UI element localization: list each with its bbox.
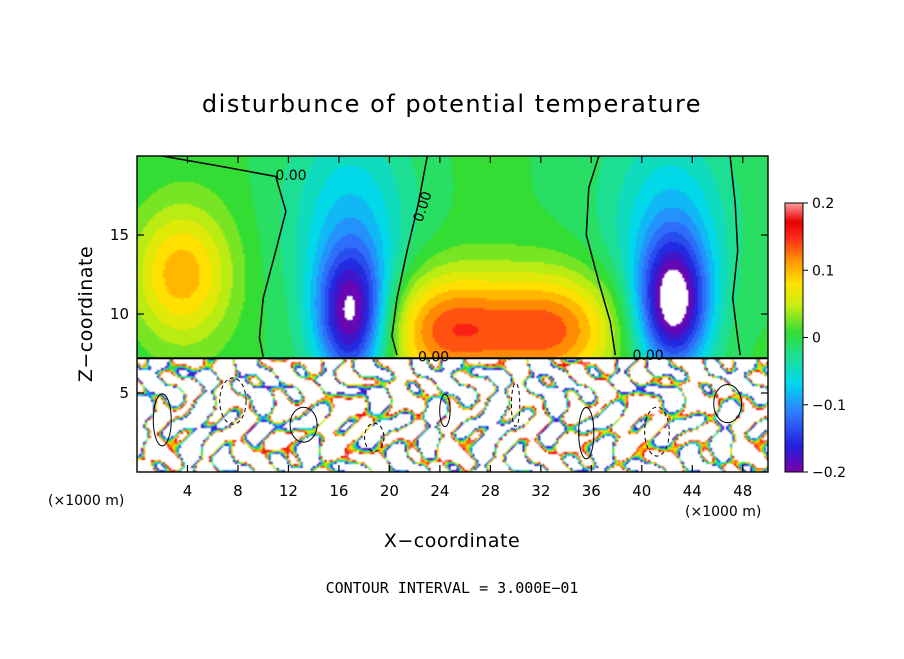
y-tick-label: 10 <box>110 305 129 323</box>
colorbar-tick-label: 0 <box>812 331 821 347</box>
x-tick-label: 44 <box>683 482 702 500</box>
contour-interval-note: CONTOUR INTERVAL = 3.000E−01 <box>326 579 579 597</box>
colorbar-tick-label: 0.2 <box>812 196 834 212</box>
x-tick-label: 28 <box>481 482 500 500</box>
y-axis: 5 10 15 <box>110 226 768 402</box>
x-tick-label: 24 <box>430 482 449 500</box>
contour-swirl <box>578 406 595 460</box>
x-tick-label: 12 <box>279 482 298 500</box>
chart-title: disturbunce of potential temperature <box>202 90 702 118</box>
contour-swirl <box>219 377 247 425</box>
colorbar-tick-label: −0.1 <box>812 398 846 414</box>
colorbar-tick-label: 0.1 <box>812 263 834 279</box>
x-tick-label: 48 <box>733 482 752 500</box>
y-tick-label: 5 <box>119 384 129 402</box>
contour-swirl <box>152 393 172 447</box>
x-tick-label: 32 <box>531 482 550 500</box>
y-tick-label: 15 <box>110 226 129 244</box>
x-axis: 4 8 12 16 20 24 28 32 36 40 44 48 <box>183 156 752 500</box>
contour-swirl <box>713 383 743 424</box>
x-unit-left: (×1000 m) <box>48 493 124 509</box>
zero-contour-line <box>729 156 741 356</box>
temperature-field <box>137 156 768 472</box>
x-tick-label: 40 <box>632 482 651 500</box>
x-tick-label: 4 <box>183 482 193 500</box>
zero-contour-line <box>391 156 429 356</box>
x-tick-label: 8 <box>233 482 243 500</box>
colorbar-tick-label: −0.2 <box>812 465 846 481</box>
x-tick-label: 20 <box>380 482 399 500</box>
zero-contour-line <box>162 156 287 357</box>
contour-swirl <box>644 406 670 457</box>
contour-swirl <box>510 382 521 427</box>
x-tick-label: 36 <box>582 482 601 500</box>
zero-contour-line <box>585 156 617 356</box>
contour-swirl <box>439 393 451 428</box>
contour-label: 0.00 <box>633 348 664 364</box>
contour-label: 0.00 <box>418 350 449 366</box>
contour-swirl <box>289 406 318 443</box>
x-unit-right: (×1000 m) <box>685 504 761 520</box>
contour-swirl <box>364 422 385 453</box>
colorbar-ticks: 0.2 0.1 0 −0.1 −0.2 <box>803 196 846 481</box>
contour-label: 0.00 <box>275 168 306 184</box>
x-axis-label: X−coordinate <box>384 530 520 552</box>
colorbar <box>784 202 804 473</box>
x-tick-label: 16 <box>329 482 348 500</box>
contour-lines: 0.000.000.00 0.00 <box>137 156 768 460</box>
y-axis-label: Z−coordinate <box>75 246 97 382</box>
